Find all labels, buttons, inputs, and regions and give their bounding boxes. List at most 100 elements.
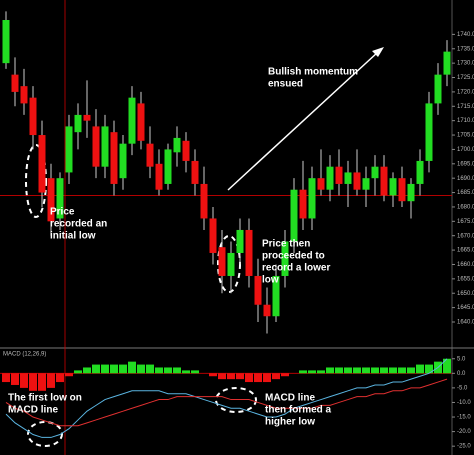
y-tick-label: 1640.0 bbox=[457, 320, 474, 326]
histogram-bar bbox=[155, 367, 163, 374]
histogram-bar bbox=[344, 367, 352, 374]
candle-body bbox=[254, 275, 262, 305]
annotation: MACD line bbox=[8, 405, 58, 416]
candle-body bbox=[164, 149, 172, 184]
histogram-bar bbox=[281, 373, 289, 377]
y-tick-label: 1675.0 bbox=[457, 219, 474, 225]
highlight-ellipse bbox=[27, 421, 63, 447]
candle-body bbox=[362, 178, 370, 190]
candle-body bbox=[398, 178, 406, 202]
histogram-bar bbox=[407, 367, 415, 374]
annotation: record a lower bbox=[262, 263, 330, 274]
histogram-bar bbox=[209, 373, 217, 377]
histogram-bar bbox=[65, 373, 73, 377]
histogram-bar bbox=[272, 373, 280, 380]
histogram-bar bbox=[83, 367, 91, 374]
histogram-bar bbox=[29, 373, 37, 391]
annotation: proceeded to bbox=[262, 251, 325, 262]
annotation: MACD line bbox=[265, 393, 315, 404]
histogram-bar bbox=[173, 367, 181, 374]
y-tick-label: 1660.0 bbox=[457, 262, 474, 268]
annotation: higher low bbox=[265, 417, 315, 428]
histogram-bar bbox=[74, 370, 82, 374]
candle-body bbox=[182, 140, 190, 161]
histogram-bar bbox=[38, 373, 46, 391]
candle-body bbox=[317, 178, 325, 190]
histogram-bar bbox=[245, 373, 253, 383]
y-tick-label: 1650.0 bbox=[457, 291, 474, 297]
histogram-bar bbox=[371, 367, 379, 374]
histogram-bar bbox=[146, 364, 154, 374]
candle-body bbox=[299, 189, 307, 219]
y-tick-label: 1655.0 bbox=[457, 276, 474, 282]
histogram-bar bbox=[389, 367, 397, 374]
histogram-bar bbox=[308, 370, 316, 374]
histogram-bar bbox=[128, 361, 136, 374]
histogram-bar bbox=[101, 364, 109, 374]
histogram-bar bbox=[425, 364, 433, 374]
annotation: Bullish momentum bbox=[268, 67, 358, 78]
histogram-bar bbox=[236, 373, 244, 380]
y-tick-label: 1720.0 bbox=[457, 89, 474, 95]
annotation: ensued bbox=[268, 79, 303, 90]
annotation: then formed a bbox=[265, 405, 332, 416]
histogram-bar bbox=[227, 373, 235, 380]
histogram-bar bbox=[2, 373, 10, 383]
candle-body bbox=[443, 51, 451, 75]
histogram-bar bbox=[47, 373, 55, 388]
histogram-bar bbox=[299, 370, 307, 374]
highlight-ellipse bbox=[215, 387, 257, 413]
y-tick-label: 1725.0 bbox=[457, 75, 474, 81]
candle-body bbox=[2, 20, 10, 64]
candle-body bbox=[155, 163, 163, 190]
histogram-bar bbox=[380, 367, 388, 374]
candle-body bbox=[101, 126, 109, 167]
candle-body bbox=[308, 178, 316, 219]
candle-body bbox=[326, 166, 334, 190]
candle-body bbox=[227, 252, 235, 276]
histogram-bar bbox=[137, 364, 145, 374]
y-tick-label: 1690.0 bbox=[457, 176, 474, 182]
y-tick-label: 1685.0 bbox=[457, 190, 474, 196]
histogram-bar bbox=[398, 367, 406, 374]
histogram-bar bbox=[443, 358, 451, 374]
histogram-bar bbox=[20, 373, 28, 388]
candle-body bbox=[245, 229, 253, 276]
y-tick-label: 1680.0 bbox=[457, 205, 474, 211]
candle-body bbox=[20, 86, 28, 104]
annotation: low bbox=[262, 275, 279, 286]
y-tick-label: -15.0 bbox=[457, 415, 471, 421]
candle-body bbox=[146, 143, 154, 167]
candle-body bbox=[434, 74, 442, 104]
candle-body bbox=[281, 241, 289, 276]
y-tick-label: -5.0 bbox=[457, 385, 468, 391]
y-tick-label: 5.0 bbox=[457, 356, 466, 362]
y-tick-label: 1665.0 bbox=[457, 248, 474, 254]
candle-body bbox=[425, 103, 433, 161]
y-tick-label: 1710.0 bbox=[457, 118, 474, 124]
annotation: Price then bbox=[262, 239, 310, 250]
histogram-bar bbox=[56, 373, 64, 383]
histogram-bar bbox=[335, 367, 343, 374]
histogram-bar bbox=[263, 373, 271, 383]
y-tick-label: 1735.0 bbox=[457, 46, 474, 52]
y-tick-label: -10.0 bbox=[457, 400, 471, 406]
candle-body bbox=[290, 189, 298, 242]
macd-line bbox=[5, 358, 448, 438]
candle-body bbox=[74, 114, 82, 133]
panel-title: MACD (12,26,9) bbox=[3, 352, 46, 358]
candle-body bbox=[380, 166, 388, 196]
candle-body bbox=[218, 247, 226, 276]
candle-body bbox=[263, 304, 271, 317]
candle-body bbox=[353, 172, 361, 190]
annotation: recorded an bbox=[50, 219, 107, 230]
macd-line bbox=[5, 378, 448, 427]
histogram-bar bbox=[317, 370, 325, 374]
candle-body bbox=[344, 172, 352, 184]
histogram-bar bbox=[11, 373, 19, 385]
histogram-bar bbox=[353, 367, 361, 374]
y-tick-label: 1695.0 bbox=[457, 161, 474, 167]
histogram-bar bbox=[326, 367, 334, 374]
candle-body bbox=[209, 218, 217, 253]
